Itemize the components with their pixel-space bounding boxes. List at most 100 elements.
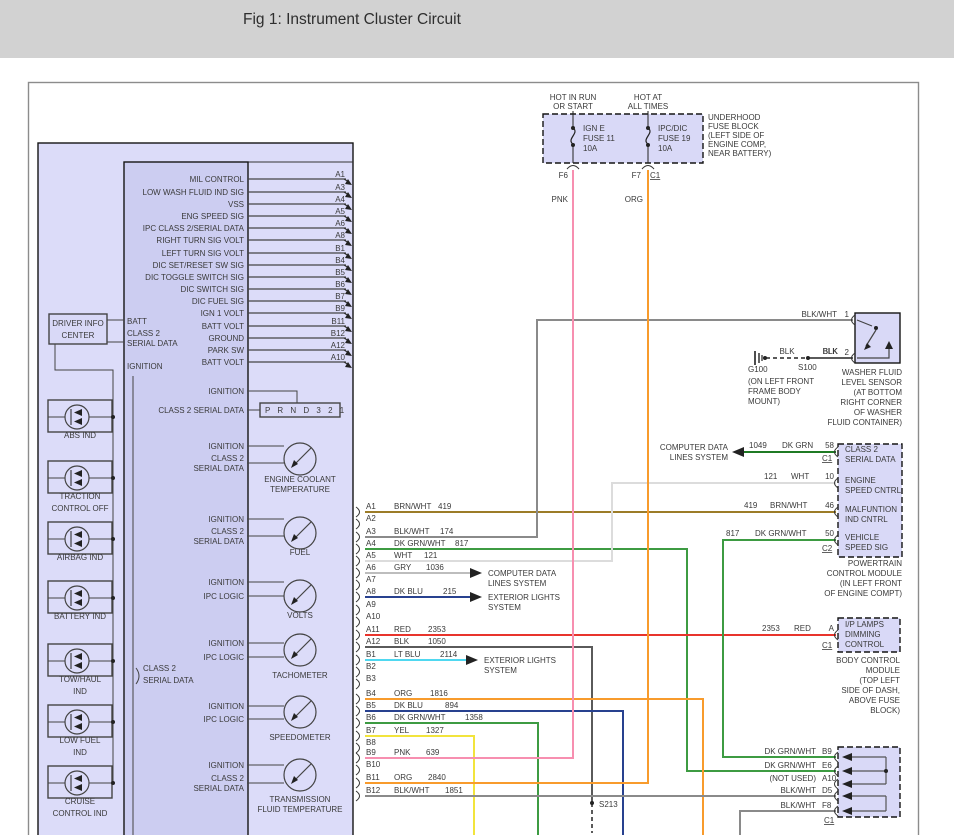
wire-segment: [865, 329, 877, 347]
indicator-lamp-icon: [74, 470, 82, 477]
wire-segment: [293, 521, 312, 540]
diagram-label: CLASS 2: [127, 329, 160, 338]
pin-label: A11: [366, 625, 380, 634]
diagram-label: DIC SET/RESET SW SIG: [153, 261, 244, 270]
diagram-label: 10A: [658, 144, 673, 153]
pin-hook-icon: [345, 350, 352, 356]
switch-contact-dot: [874, 326, 878, 330]
wire-segment: [293, 763, 312, 782]
connector-id: C1: [822, 641, 833, 650]
diagram-label: DIC FUEL SIG: [192, 297, 244, 306]
wire-color-label: YEL: [394, 726, 410, 735]
diagram-label: FUSE 11: [583, 134, 615, 143]
pin-label: B10: [366, 760, 381, 769]
diagram-label: ALL TIMES: [628, 102, 668, 111]
connector-pin-icon: [355, 693, 360, 705]
module-pin-arrow-icon: [842, 753, 852, 761]
connector-pin-icon: [355, 604, 360, 616]
diagram-label: BODY CONTROL: [836, 656, 900, 665]
diagram-label: I/P LAMPS: [845, 620, 884, 629]
wire-color-label: DK GRN/WHT: [764, 747, 816, 756]
connector-pin-icon: [834, 534, 839, 546]
connector-pin-icon: [355, 641, 360, 653]
wire-color-label: WHT: [394, 551, 412, 560]
diagram-label: VEHICLE: [845, 533, 879, 542]
pin-label: B1: [335, 244, 345, 253]
pin-label: F7: [632, 171, 642, 180]
diagram-label: OR START: [553, 102, 593, 111]
diagram-label: SPEEDOMETER: [269, 733, 331, 742]
connector-pin-icon: [851, 314, 856, 326]
connector-pin-icon: [355, 518, 360, 530]
diagram-label: IGNITION: [208, 442, 244, 451]
diagram-label: (LEFT SIDE OF: [708, 131, 764, 140]
pin-label: A6: [335, 219, 345, 228]
junction-dot: [884, 769, 888, 773]
diagram-label: TRACTION: [60, 492, 101, 501]
pin-label: A4: [335, 195, 345, 204]
diagram-label: IPC CLASS 2/SERIAL DATA: [143, 224, 245, 233]
diagram-label: IGN 1 VOLT: [201, 309, 245, 318]
wire-color-label: BRN/WHT: [394, 502, 431, 511]
diagram-label: HOT IN RUN: [550, 93, 597, 102]
diagram-label: VOLTS: [287, 611, 313, 620]
wire-color-label: PNK: [552, 195, 569, 204]
connector-pin-icon: [355, 666, 360, 678]
diagram-label: CLASS 2: [845, 445, 878, 454]
wire-color-label: GRY: [394, 563, 412, 572]
circuit-number: 1851: [445, 786, 463, 795]
diagram-label: 10A: [583, 144, 598, 153]
pin-label: 2: [845, 348, 850, 357]
pin-label: A1: [335, 170, 345, 179]
pin-label: 50: [825, 529, 834, 538]
diagram-label: SYSTEM: [488, 603, 521, 612]
wire-color-label: BLK/WHT: [780, 801, 816, 810]
diagram-label: ENGINE COMP,: [708, 140, 766, 149]
circuit-number: 1049: [749, 441, 767, 450]
diagram-label: CENTER: [62, 331, 95, 340]
circuit-number: 419: [744, 501, 758, 510]
pin-label: A5: [335, 207, 345, 216]
prnd-display-box: [259, 402, 341, 418]
pin-hook-icon: [345, 326, 352, 332]
pin-label: B3: [366, 674, 376, 683]
pin-hook-icon: [345, 313, 352, 319]
cluster-inner-box: [123, 161, 249, 835]
diagram-label: TOW/HAUL: [59, 675, 102, 684]
circuit-number: 1036: [426, 563, 444, 572]
connector-pin-icon: [834, 477, 839, 489]
circuit-number: 121: [764, 472, 778, 481]
pin-label: F8: [822, 801, 832, 810]
wire-color-label: BLK: [394, 637, 410, 646]
pin-label: A1: [366, 502, 376, 511]
connector-id: C2: [822, 544, 833, 553]
pin-label: B12: [331, 329, 346, 338]
circuit-number: 2840: [428, 773, 446, 782]
diagram-label: IGNITION: [208, 578, 244, 587]
diagram-label: VSS: [228, 200, 244, 209]
pin-hook-icon: [345, 338, 352, 344]
wire-yel: [365, 735, 475, 835]
wire-blk: [365, 646, 593, 803]
indicator-lamp-icon: [74, 723, 82, 730]
diagram-label: MOUNT): [748, 397, 780, 406]
diagram-label: COMPUTER DATA: [660, 443, 729, 452]
junction-dot: [111, 781, 115, 785]
diagram-label: (IN LEFT FRONT: [840, 579, 902, 588]
circuit-number: 1816: [430, 689, 448, 698]
pin-hook-icon: [345, 228, 352, 234]
connector-id: C1: [822, 454, 833, 463]
pin-label: B7: [366, 726, 376, 735]
driver-info-center-box: [48, 313, 108, 345]
wire-color-label: PNK: [394, 748, 411, 757]
diagram-label: MALFUNTION: [845, 505, 897, 514]
pin-label: A12: [366, 637, 381, 646]
pin-label: B5: [366, 701, 376, 710]
pin-label: 1: [845, 310, 850, 319]
diagram-label: OF WASHER: [854, 408, 902, 417]
fuse-icon: [570, 127, 576, 145]
washer-fluid-sensor-box: [854, 312, 901, 364]
connector-pin-icon: [834, 765, 839, 777]
indicator-lamp-icon: [74, 479, 82, 486]
